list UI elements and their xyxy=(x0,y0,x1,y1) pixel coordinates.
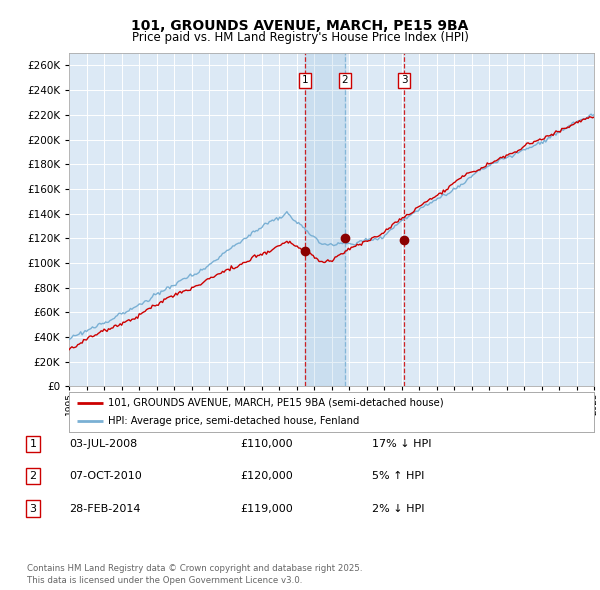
Text: 2: 2 xyxy=(341,76,348,86)
Text: 2% ↓ HPI: 2% ↓ HPI xyxy=(372,504,425,513)
Text: 03-JUL-2008: 03-JUL-2008 xyxy=(69,439,137,448)
Text: 28-FEB-2014: 28-FEB-2014 xyxy=(69,504,140,513)
Text: £120,000: £120,000 xyxy=(240,471,293,481)
Text: 3: 3 xyxy=(401,76,407,86)
Text: £110,000: £110,000 xyxy=(240,439,293,448)
Text: 101, GROUNDS AVENUE, MARCH, PE15 9BA: 101, GROUNDS AVENUE, MARCH, PE15 9BA xyxy=(131,19,469,33)
Text: 3: 3 xyxy=(29,504,37,513)
Bar xyxy=(305,53,345,386)
Text: 5% ↑ HPI: 5% ↑ HPI xyxy=(372,471,424,481)
Text: HPI: Average price, semi-detached house, Fenland: HPI: Average price, semi-detached house,… xyxy=(109,416,360,426)
Text: £119,000: £119,000 xyxy=(240,504,293,513)
Text: Price paid vs. HM Land Registry's House Price Index (HPI): Price paid vs. HM Land Registry's House … xyxy=(131,31,469,44)
Text: 1: 1 xyxy=(29,439,37,448)
Text: 2: 2 xyxy=(29,471,37,481)
Text: 17% ↓ HPI: 17% ↓ HPI xyxy=(372,439,431,448)
Text: 07-OCT-2010: 07-OCT-2010 xyxy=(69,471,142,481)
Text: 101, GROUNDS AVENUE, MARCH, PE15 9BA (semi-detached house): 101, GROUNDS AVENUE, MARCH, PE15 9BA (se… xyxy=(109,398,444,408)
Text: Contains HM Land Registry data © Crown copyright and database right 2025.
This d: Contains HM Land Registry data © Crown c… xyxy=(27,565,362,585)
Text: 1: 1 xyxy=(302,76,308,86)
